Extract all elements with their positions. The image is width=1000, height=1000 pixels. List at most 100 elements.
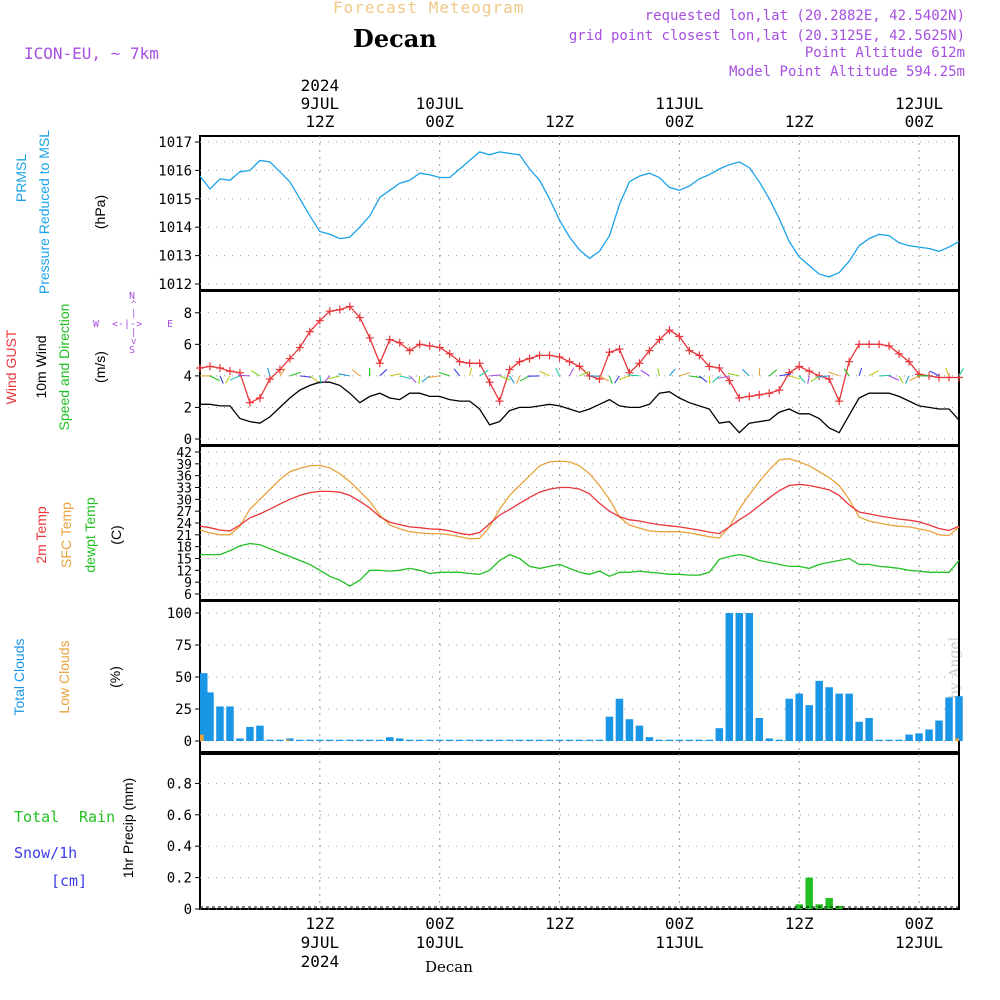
total-cloud-bar	[775, 739, 783, 741]
total-cloud-bar	[545, 739, 554, 741]
wind-arrow	[516, 375, 521, 384]
wind-arrow	[909, 375, 920, 382]
clouds-panel-frame	[199, 600, 960, 753]
bottom-hour-label: 12Z	[545, 914, 574, 933]
wind-arrow	[555, 368, 561, 377]
wind-arrow	[789, 375, 801, 380]
total-cloud-bar	[585, 739, 594, 741]
total-cloud-bar	[200, 673, 208, 741]
total-cloud-bar	[206, 692, 214, 741]
compass-ew-arrow: <-|->	[112, 319, 143, 330]
wind-arrow	[250, 370, 261, 377]
total-cloud-bar	[735, 613, 744, 741]
wind-arrow	[898, 375, 904, 384]
wind-arrow	[689, 375, 702, 379]
total-cloud-bar	[655, 739, 664, 741]
wind-arrow	[319, 375, 322, 384]
temperature-ytick-label: 36	[176, 470, 192, 485]
wind-arrow	[858, 367, 863, 377]
wind-arrow	[338, 373, 350, 377]
wind-arrow	[868, 370, 879, 377]
rain-bar	[835, 905, 843, 909]
bottom-hour-label: 00Z	[665, 914, 694, 933]
wind-arrow	[843, 368, 850, 377]
bottom-date-label: 9JUL	[301, 933, 340, 952]
top-hour-label: 12Z	[545, 112, 574, 131]
bottom-date-label: 12JUL	[895, 933, 943, 952]
wind-arrow	[219, 375, 224, 384]
rain-label: Rain	[79, 808, 116, 826]
total-cloud-bar	[346, 739, 354, 741]
total-cloud-bar	[935, 720, 943, 741]
wind-arrow	[618, 375, 630, 381]
wind-arrow	[237, 374, 250, 377]
pressure-ytick-label: 1012	[158, 277, 192, 293]
bottom-hour-label: 12Z	[785, 914, 814, 933]
total-cloud-bar	[705, 739, 714, 741]
wind-arrow	[418, 375, 421, 384]
wind-arrow	[519, 375, 530, 382]
wind-arrow	[958, 368, 964, 377]
pressure-panel-frame	[199, 135, 960, 291]
wind-arrow	[489, 374, 502, 377]
dewpt-line	[200, 542, 960, 587]
total-cloud-bar	[715, 728, 724, 741]
total-cloud-bar	[405, 739, 414, 741]
model-label: ICON-EU, ~ 7km	[24, 44, 159, 63]
rain-bar	[825, 898, 833, 909]
wind-arrow	[768, 369, 778, 377]
total-cloud-bar	[805, 705, 813, 741]
total-cloud-bar	[366, 739, 374, 741]
temperature-ytick-label: 9	[184, 576, 192, 591]
wind-arrow	[599, 375, 609, 382]
total-cloud-bar	[495, 739, 504, 741]
temperature-ytick-label: 30	[176, 493, 192, 508]
wind-arrow	[712, 375, 720, 383]
temperature-ytick-label: 39	[176, 458, 192, 473]
bottom-hour-label: 00Z	[425, 914, 454, 933]
temperature-panel-frame	[199, 445, 960, 601]
pressure-ytick-label: 1017	[158, 135, 192, 151]
precip-ytick-label: 0.2	[167, 871, 192, 887]
top-date-label: 9JUL	[301, 94, 340, 113]
wind-arrow	[379, 369, 388, 377]
clouds-ytick-label: 100	[167, 606, 192, 622]
total-cloud-bar	[515, 739, 524, 741]
wind-arrow	[479, 369, 489, 377]
precip-panel-frame	[199, 753, 960, 910]
rain-bar	[805, 877, 813, 909]
snow-unit: [cm]	[51, 872, 88, 890]
pressure-line	[199, 151, 960, 278]
clouds-ytick-label: 0	[184, 734, 192, 750]
total-cloud-bar	[665, 739, 674, 741]
top-hour-label: 12Z	[305, 112, 334, 131]
wind-speed-line	[200, 381, 960, 434]
wind-arrow	[742, 368, 750, 377]
total-cloud-bar	[485, 739, 494, 741]
wind-arrow	[929, 370, 940, 377]
temperature-ytick-label: 33	[176, 482, 192, 497]
total-cloud-bar	[895, 739, 903, 741]
temperature-ytick-label: 24	[176, 517, 192, 532]
wind-arrow	[569, 368, 574, 377]
pressure-ytick-label: 1014	[158, 220, 192, 236]
total-cloud-bar	[725, 613, 734, 741]
precip-ytick-label: 0	[184, 902, 192, 918]
total-cloud-bar	[505, 739, 514, 741]
wind-arrow	[229, 375, 241, 381]
total-cloud-bar	[925, 729, 933, 741]
total-cloud-bar	[296, 739, 304, 741]
wind-arrow	[679, 372, 691, 377]
wind-arrow	[945, 367, 950, 377]
wind-arrow	[627, 374, 640, 377]
wind-arrow	[539, 370, 550, 377]
total-cloud-bar	[845, 693, 853, 741]
low-cloud-bar	[286, 739, 290, 741]
low-cloud-bar	[955, 738, 959, 741]
wind-arrow	[299, 375, 312, 378]
station-title: Decan	[353, 24, 437, 53]
temperature-ytick-label: 27	[176, 505, 192, 520]
top-hour-label: 00Z	[905, 112, 934, 131]
wind-arrow	[499, 375, 511, 381]
